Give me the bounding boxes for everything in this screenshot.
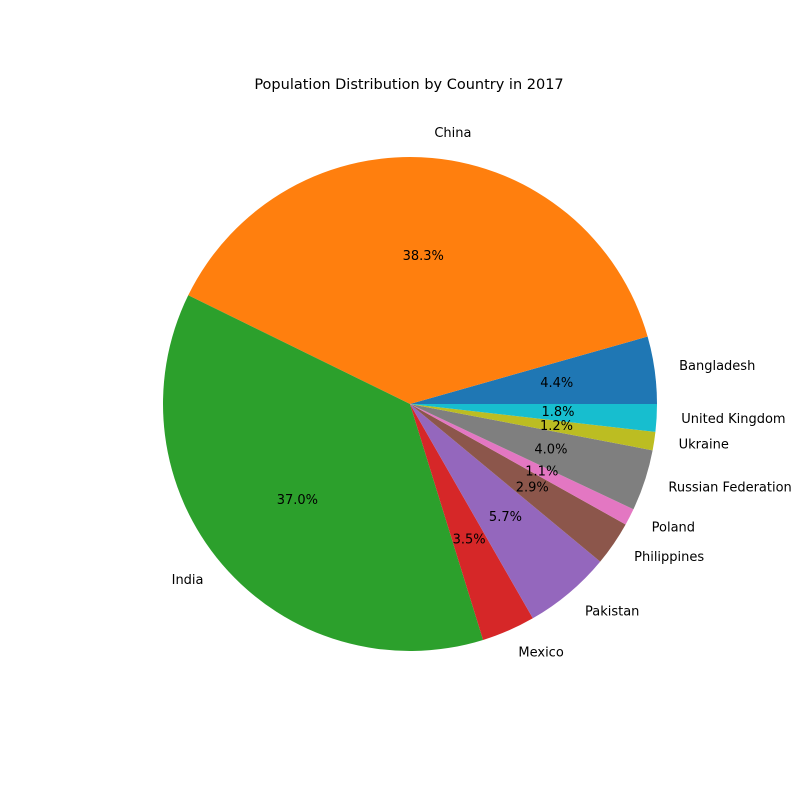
chart-title: Population Distribution by Country in 20… — [254, 77, 563, 93]
percentage-labels: 4.4% 38.3% 37.0% 3.5%5.7% 2.9%1.1% 4.0% 1.2%1.… — [277, 249, 575, 548]
pie-slices — [163, 157, 657, 651]
pct-label-ukraine: 1.2% — [540, 419, 573, 434]
pct-label-bangladesh: 4.4% — [540, 376, 573, 391]
pie-slice-russian-federation — [410, 404, 653, 510]
pie-slice-ukraine — [410, 404, 656, 451]
pie-slice-india — [163, 295, 484, 651]
pie-slice-poland — [410, 404, 634, 525]
pct-label-united-kingdom: 1.8% — [541, 405, 574, 420]
pie-slice-bangladesh — [410, 336, 657, 404]
slice-label-india: India — [172, 573, 204, 588]
pct-label-india: 37.0% — [277, 493, 318, 508]
slice-label-bangladesh: Bangladesh — [679, 359, 755, 374]
pct-label-pakistan: 5.7% — [489, 510, 522, 525]
pct-label-poland: 1.1% — [525, 464, 558, 479]
slice-label-china: China — [434, 126, 471, 141]
pie-slice-mexico — [410, 404, 533, 640]
slice-label-ukraine: Ukraine — [679, 437, 729, 452]
pct-label-russian-federation: 4.0% — [534, 442, 567, 457]
pie-slice-philippines — [410, 404, 626, 562]
slice-labels: Bangladesh China India Mexico Pakistan Philip… — [172, 126, 792, 661]
pie-slice-china — [188, 157, 648, 404]
pct-label-china: 38.3% — [403, 249, 444, 264]
slice-label-russian-federation: Russian Federation — [668, 481, 791, 496]
slice-label-poland: Poland — [652, 521, 695, 536]
pct-label-philippines: 2.9% — [516, 480, 549, 495]
pct-label-mexico: 3.5% — [453, 532, 486, 547]
slice-label-united-kingdom: United Kingdom — [681, 412, 785, 427]
pie-slice-pakistan — [410, 404, 601, 619]
slice-label-philippines: Philippines — [634, 550, 704, 565]
slice-label-mexico: Mexico — [518, 646, 563, 661]
pie-slice-united-kingdom — [410, 404, 657, 432]
slice-label-pakistan: Pakistan — [585, 604, 639, 619]
